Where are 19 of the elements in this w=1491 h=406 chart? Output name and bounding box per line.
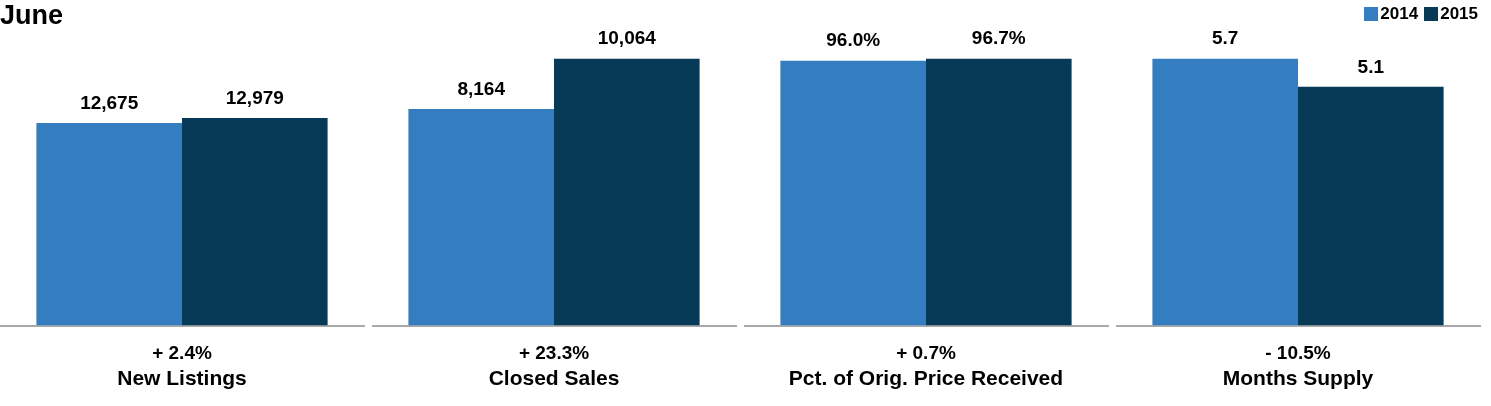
data-label: 8,164	[457, 77, 506, 99]
chart-title: June	[0, 0, 64, 30]
data-label: 96.0%	[826, 29, 881, 51]
data-label: 12,979	[225, 86, 284, 108]
data-label: 10,064	[597, 27, 657, 49]
text: + 23.3%	[518, 342, 590, 364]
data-label: 5.7	[1211, 27, 1239, 49]
text: + 0.7%	[896, 342, 956, 364]
x-axis-title: Months Supply	[1222, 366, 1374, 390]
text: - 10.5%	[1265, 342, 1331, 364]
legend-label: 2015	[1440, 4, 1478, 24]
x-axis-title: Closed Sales	[488, 366, 620, 390]
text: + 2.4%	[152, 342, 212, 364]
data-label: 12,675	[80, 91, 139, 113]
legend-label: 2014	[1380, 4, 1419, 24]
data-label: 96.7%	[971, 27, 1026, 49]
x-axis-title: New Listings	[117, 366, 247, 390]
data-label: 5.1	[1357, 55, 1385, 77]
x-axis-title: Pct. of Orig. Price Received	[788, 366, 1064, 390]
